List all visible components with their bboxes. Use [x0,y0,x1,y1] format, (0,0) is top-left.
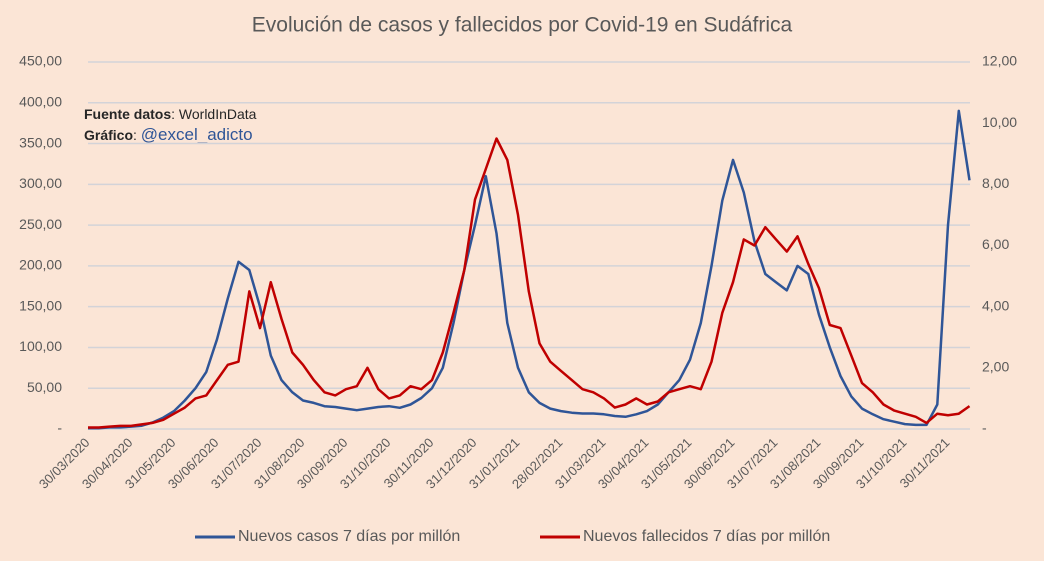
source-text: : WorldInData [171,106,257,122]
y2-tick-label: 2,00 [982,359,1009,375]
y-tick-label: 100,00 [19,338,62,354]
legend-label: Nuevos fallecidos 7 días por millón [583,528,830,545]
credit-label: Gráfico [84,127,133,143]
series-line [88,109,971,430]
y2-tick-label: 10,00 [982,114,1017,130]
y-tick-label: 50,00 [27,379,62,395]
y2-tick-label: 4,00 [982,297,1009,313]
y-tick-label: 450,00 [19,53,62,69]
y-tick-label: 150,00 [19,297,62,313]
y2-tick-label: 8,00 [982,175,1009,191]
credit-handle: @excel_adicto [141,125,253,144]
y-tick-label: 200,00 [19,257,62,273]
y-tick-label: 250,00 [19,216,62,232]
credit-note: Gráfico: @excel_adicto [84,125,253,144]
y2-tick-label: 6,00 [982,236,1009,252]
credit-sep: : [133,127,141,143]
source-label: Fuente datos [84,106,171,122]
series-line [88,137,971,429]
y2-tick-label: - [982,420,987,436]
y-tick-label: - [57,420,62,436]
y-tick-label: 350,00 [19,134,62,150]
y-tick-label: 400,00 [19,93,62,109]
source-note: Fuente datos: WorldInData [84,106,257,122]
y-tick-label: 300,00 [19,175,62,191]
chart-title: Evolución de casos y fallecidos por Covi… [252,14,793,37]
legend-label: Nuevos casos 7 días por millón [238,528,460,545]
y2-tick-label: 12,00 [982,53,1017,69]
